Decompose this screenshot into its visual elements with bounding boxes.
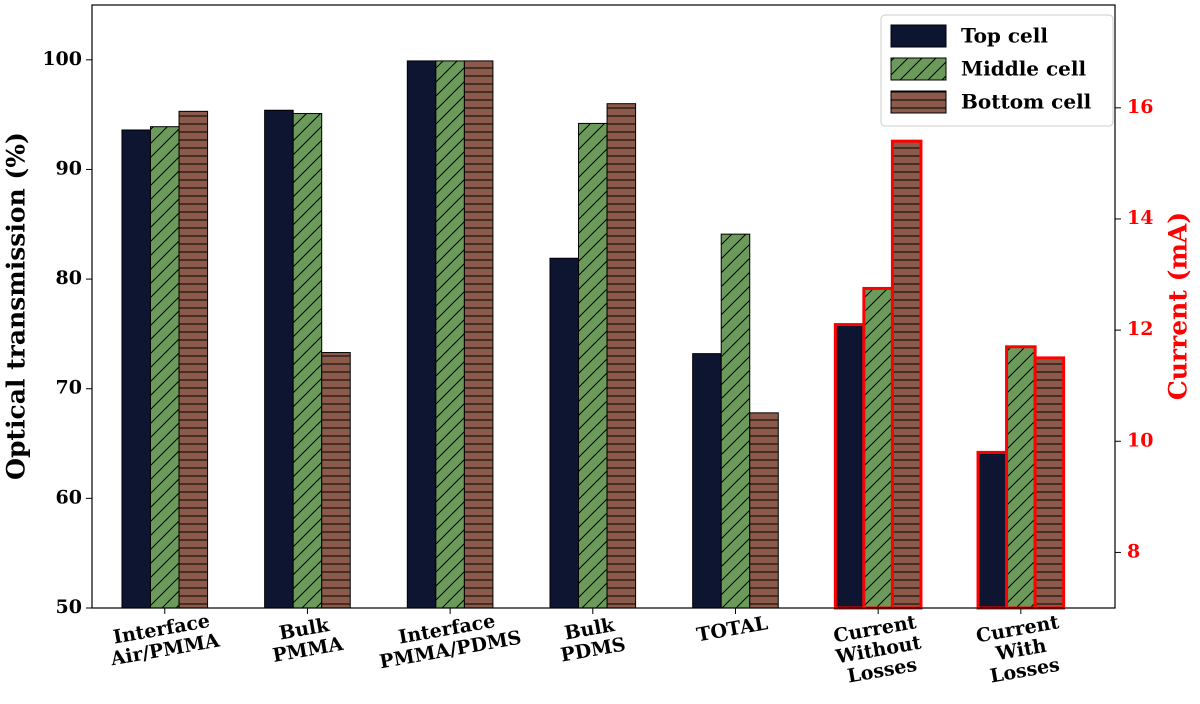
legend-swatch xyxy=(891,25,946,47)
bar xyxy=(121,129,151,609)
bar xyxy=(1005,345,1037,610)
y-tick-label: 100 xyxy=(42,48,82,70)
bar xyxy=(976,450,1009,610)
bar-fill xyxy=(121,129,151,608)
y2-tick-label: 10 xyxy=(1127,429,1153,451)
y-tick-label: 90 xyxy=(56,157,82,179)
x-tick-label: InterfacePMMA/PDMS xyxy=(374,606,523,673)
bar xyxy=(890,139,923,610)
y-tick-label: 60 xyxy=(56,486,82,508)
bar xyxy=(321,352,351,609)
bar xyxy=(578,122,608,609)
bar xyxy=(549,257,580,609)
bar xyxy=(692,353,722,609)
x-tick-label: BulkPDMS xyxy=(555,613,627,667)
bar xyxy=(463,60,494,609)
legend-swatch xyxy=(890,57,947,81)
x-tick-label: InterfaceAir/PMMA xyxy=(104,609,221,671)
bar-fill xyxy=(549,258,579,608)
bar xyxy=(1033,356,1066,610)
bar xyxy=(720,233,751,609)
bar xyxy=(292,113,323,609)
bar xyxy=(1033,356,1066,610)
x-tick-label: CurrentWithLosses xyxy=(974,611,1068,689)
bar xyxy=(149,126,180,609)
bar xyxy=(749,412,779,609)
bar-fill xyxy=(835,324,864,608)
bar xyxy=(1005,345,1037,610)
y-axis-label: Optical transmission (%) xyxy=(2,132,31,480)
bar xyxy=(178,110,209,609)
bar xyxy=(833,323,866,610)
y2-tick-label: 8 xyxy=(1127,540,1140,562)
bar xyxy=(149,126,180,609)
y-tick-label: 50 xyxy=(56,596,82,618)
legend-swatch xyxy=(890,24,947,48)
bar xyxy=(264,109,294,609)
bar xyxy=(606,103,637,609)
y2-tick-label: 12 xyxy=(1127,318,1153,340)
legend-label: Bottom cell xyxy=(961,90,1092,114)
plot-frame xyxy=(91,4,1116,609)
legend-label: Top cell xyxy=(961,24,1048,48)
bar xyxy=(720,233,751,609)
bar xyxy=(862,286,894,610)
x-tick-label: BulkPMMA xyxy=(267,612,345,667)
bar xyxy=(749,412,779,609)
legend-label: Middle cell xyxy=(961,57,1086,81)
bar xyxy=(292,113,323,609)
bar xyxy=(578,122,608,609)
bar-fill xyxy=(264,110,294,608)
bar xyxy=(890,139,923,610)
bar xyxy=(435,60,465,609)
legend-swatch xyxy=(890,90,947,114)
x-tick-label: CurrentWithoutLosses xyxy=(830,611,927,689)
bar xyxy=(435,60,465,609)
bar xyxy=(321,352,351,609)
x-tick-label: TOTAL xyxy=(695,612,770,646)
bar-fill xyxy=(407,60,436,608)
y2-tick-label: 14 xyxy=(1127,207,1153,229)
bar xyxy=(406,60,437,609)
bar xyxy=(178,110,209,609)
bar-fill xyxy=(692,353,722,608)
bar xyxy=(606,103,637,609)
y2-axis-label: Current (mA) xyxy=(1164,212,1193,400)
bar-fill xyxy=(978,452,1007,608)
y-tick-label: 80 xyxy=(56,267,82,289)
y-tick-label: 70 xyxy=(56,377,82,399)
bar xyxy=(862,286,894,610)
y2-tick-label: 16 xyxy=(1127,96,1153,118)
bar xyxy=(463,60,494,609)
